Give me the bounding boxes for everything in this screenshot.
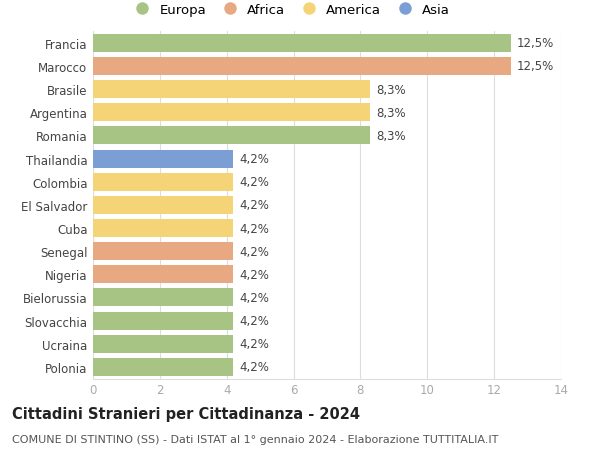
Bar <box>93 35 511 53</box>
Text: 8,3%: 8,3% <box>376 84 406 96</box>
Bar <box>93 289 233 307</box>
Bar <box>93 219 233 237</box>
Text: 4,2%: 4,2% <box>239 176 269 189</box>
Bar <box>93 81 370 99</box>
Bar <box>93 174 233 191</box>
Text: 4,2%: 4,2% <box>239 337 269 351</box>
Text: 4,2%: 4,2% <box>239 199 269 212</box>
Bar <box>93 58 511 76</box>
Bar <box>93 127 370 145</box>
Text: Cittadini Stranieri per Cittadinanza - 2024: Cittadini Stranieri per Cittadinanza - 2… <box>12 406 360 421</box>
Text: 4,2%: 4,2% <box>239 314 269 327</box>
Bar <box>93 104 370 122</box>
Text: 4,2%: 4,2% <box>239 153 269 166</box>
Text: 4,2%: 4,2% <box>239 361 269 374</box>
Text: 4,2%: 4,2% <box>239 291 269 304</box>
Text: 4,2%: 4,2% <box>239 245 269 258</box>
Bar <box>93 266 233 284</box>
Text: COMUNE DI STINTINO (SS) - Dati ISTAT al 1° gennaio 2024 - Elaborazione TUTTITALI: COMUNE DI STINTINO (SS) - Dati ISTAT al … <box>12 434 499 444</box>
Bar <box>93 335 233 353</box>
Legend: Europa, Africa, America, Asia: Europa, Africa, America, Asia <box>124 0 455 22</box>
Text: 12,5%: 12,5% <box>517 60 554 73</box>
Text: 4,2%: 4,2% <box>239 268 269 281</box>
Text: 4,2%: 4,2% <box>239 222 269 235</box>
Bar <box>93 312 233 330</box>
Bar <box>93 358 233 376</box>
Bar <box>93 150 233 168</box>
Text: 8,3%: 8,3% <box>376 106 406 119</box>
Text: 12,5%: 12,5% <box>517 37 554 50</box>
Bar <box>93 196 233 214</box>
Bar <box>93 243 233 261</box>
Text: 8,3%: 8,3% <box>376 129 406 143</box>
